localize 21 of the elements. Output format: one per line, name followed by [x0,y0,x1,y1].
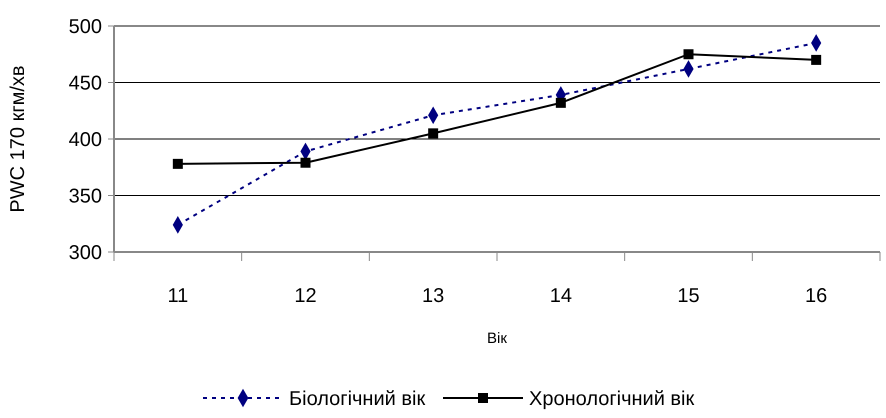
point [684,49,694,60]
point [428,128,438,138]
x-tick-label: 13 [422,285,444,307]
y-tick-label: 450 [68,72,102,94]
y-tick-label: 500 [68,16,102,38]
point [300,158,310,168]
y-tick-label: 300 [68,242,102,264]
y-tick-label: 350 [68,186,102,208]
y-axis-title: PWC 170 кгм/хв [7,65,29,213]
legend-label: Хронологічний вік [529,388,695,410]
legend-label: Біологічний вік [289,388,426,410]
y-tick-label: 400 [68,129,102,151]
x-tick-label: 15 [677,285,700,307]
x-axis-title: Вік [487,330,508,347]
point [556,98,566,108]
x-tick-label: 16 [805,285,828,307]
x-tick-label: 11 [167,285,188,307]
point [811,54,822,65]
x-tick-label: 12 [294,285,317,307]
x-tick-label: 14 [550,285,572,307]
point [172,158,183,169]
